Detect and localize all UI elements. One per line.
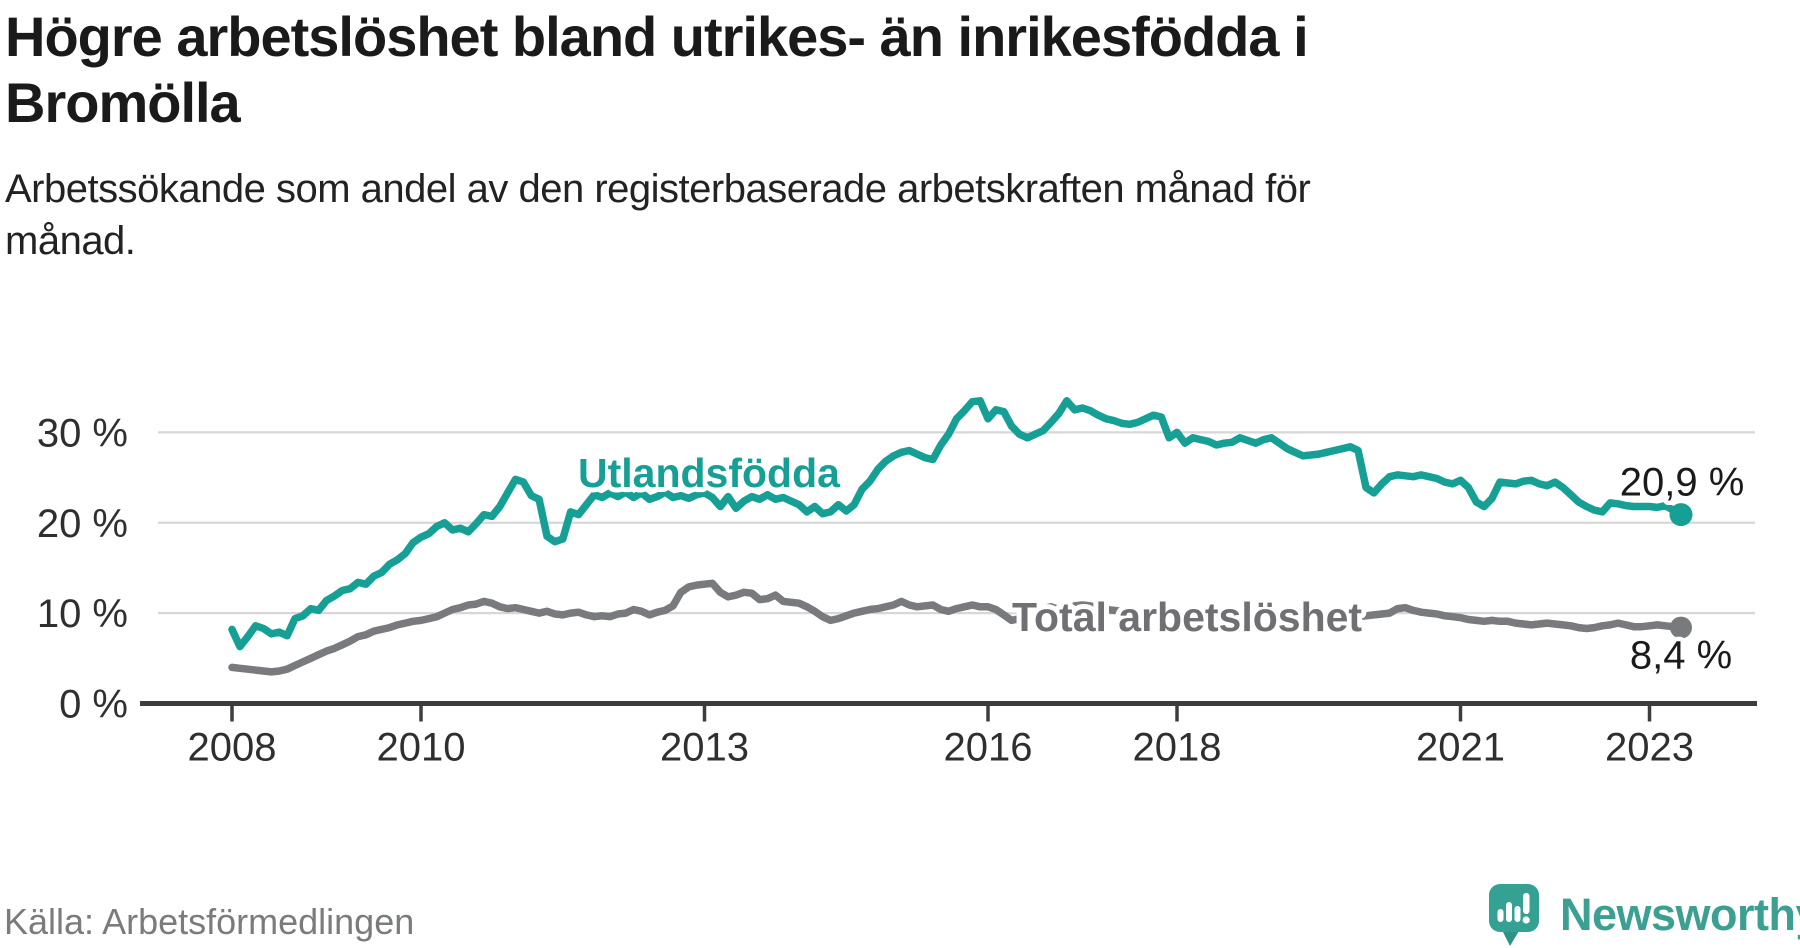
x-tick-label-2008: 2008 (188, 726, 277, 770)
total-end-dot (1670, 616, 1692, 639)
y-axis-labels-group: 0 % 10 % 20 % 30 % (37, 411, 128, 726)
title-line-2: Bromölla (5, 71, 241, 135)
x-axis-group: 2008 2010 2013 2016 2018 2021 2023 (140, 701, 1757, 770)
title-line-1: Högre arbetslöshet bland utrikes- än inr… (5, 5, 1309, 68)
x-tick-label-2010: 2010 (377, 726, 466, 770)
x-tick-label-2021: 2021 (1416, 726, 1505, 770)
total-end-value-label: 8,4 % (1630, 634, 1732, 678)
total-arbetsloshet-line (228, 579, 1685, 676)
page-title: Högre arbetslöshet bland utrikes- än inr… (5, 4, 1309, 136)
gridlines-group (158, 431, 1755, 615)
utlandsfodda-line (228, 397, 1685, 651)
x-tick-label-2018: 2018 (1133, 726, 1222, 770)
chart-subtitle: Arbetssökande som andel av den registerb… (5, 163, 1311, 267)
y-tick-label-30: 30 % (37, 411, 128, 455)
subtitle-line-1: Arbetssökande som andel av den registerb… (5, 167, 1311, 211)
y-tick-label-10: 10 % (37, 592, 128, 636)
newsworthy-logo-icon (1489, 884, 1539, 946)
utlandsfodda-end-dot (1669, 503, 1693, 527)
newsworthy-logo: Newsworthy (1488, 882, 1800, 948)
source-attribution: Källa: Arbetsförmedlingen (4, 901, 415, 942)
subtitle-line-2: månad. (5, 219, 136, 263)
x-tick-label-2023: 2023 (1605, 726, 1694, 770)
x-tick-label-2013: 2013 (660, 726, 749, 770)
y-tick-label-20: 20 % (37, 502, 128, 546)
total-arbetsloshet-series-label: Total arbetslöshet (1012, 594, 1362, 640)
newsworthy-brand-name: Newsworthy (1560, 889, 1800, 940)
utlandsfodda-end-value-label: 20,9 % (1620, 461, 1745, 505)
x-tick-label-2016: 2016 (944, 726, 1033, 770)
y-tick-label-0: 0 % (59, 683, 128, 727)
utlandsfodda-series-label: Utlandsfödda (578, 450, 841, 496)
